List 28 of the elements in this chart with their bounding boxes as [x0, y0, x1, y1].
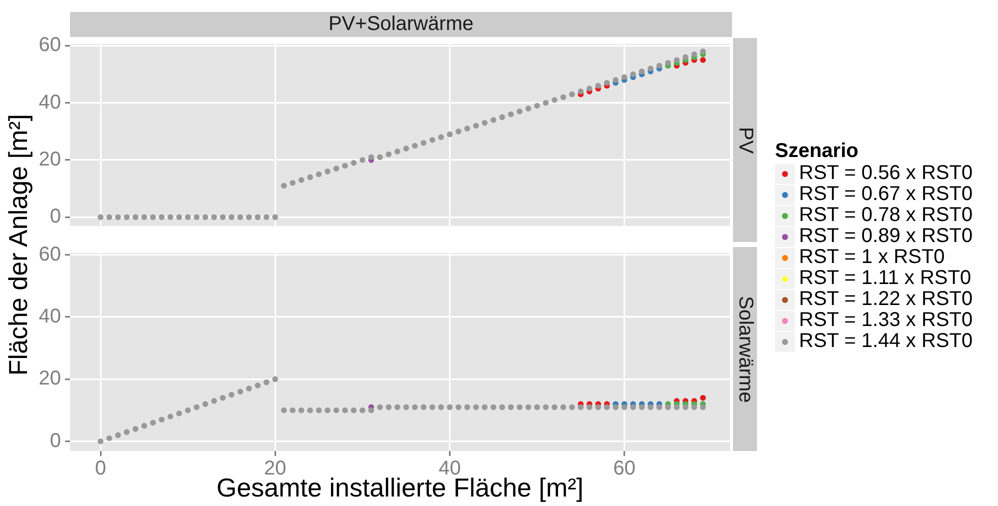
- y-tick-label: 40: [38, 306, 61, 328]
- y-tick-label: 0: [50, 206, 61, 228]
- y2-axis-title: Solarwärme: [734, 296, 756, 402]
- point: [700, 394, 706, 401]
- legend-label: RST = 0.89 x RST0: [799, 225, 973, 248]
- y-tick-label: 20: [38, 368, 61, 390]
- x-tick-label: 60: [613, 458, 636, 480]
- y-tick-label: 40: [38, 91, 61, 114]
- x-tick-label: 20: [264, 458, 286, 480]
- x-tick-label: 40: [438, 458, 461, 480]
- legend-title: Szenario: [775, 140, 860, 163]
- chart-title: PV+Solarwärme: [70, 12, 732, 37]
- y2-axis-title: PV: [734, 126, 756, 154]
- legend-label: RST = 1 x RST0: [799, 246, 945, 269]
- legend-label: RST = 1.22 x RST0: [799, 288, 973, 311]
- legend-label: RST = 1.44 x RST0: [799, 330, 973, 353]
- y-axis-title: Fläche der Anlage [m²]: [2, 114, 34, 376]
- point: [700, 57, 706, 63]
- x-tick-label: 0: [94, 458, 106, 480]
- legend-label: RST = 0.78 x RST0: [799, 204, 973, 227]
- y-tick-label: 60: [38, 243, 61, 266]
- y-tick-label: 0: [50, 430, 61, 452]
- legend-label: RST = 1.33 x RST0: [799, 309, 973, 332]
- legend-label: RST = 0.56 x RST0: [799, 162, 973, 185]
- y-tick-label: 60: [38, 34, 61, 56]
- y-tick-label: 20: [38, 148, 61, 171]
- legend-label: RST = 1.11 x RST0: [799, 267, 972, 290]
- legend-label: RST = 0.67 x RST0: [799, 183, 973, 206]
